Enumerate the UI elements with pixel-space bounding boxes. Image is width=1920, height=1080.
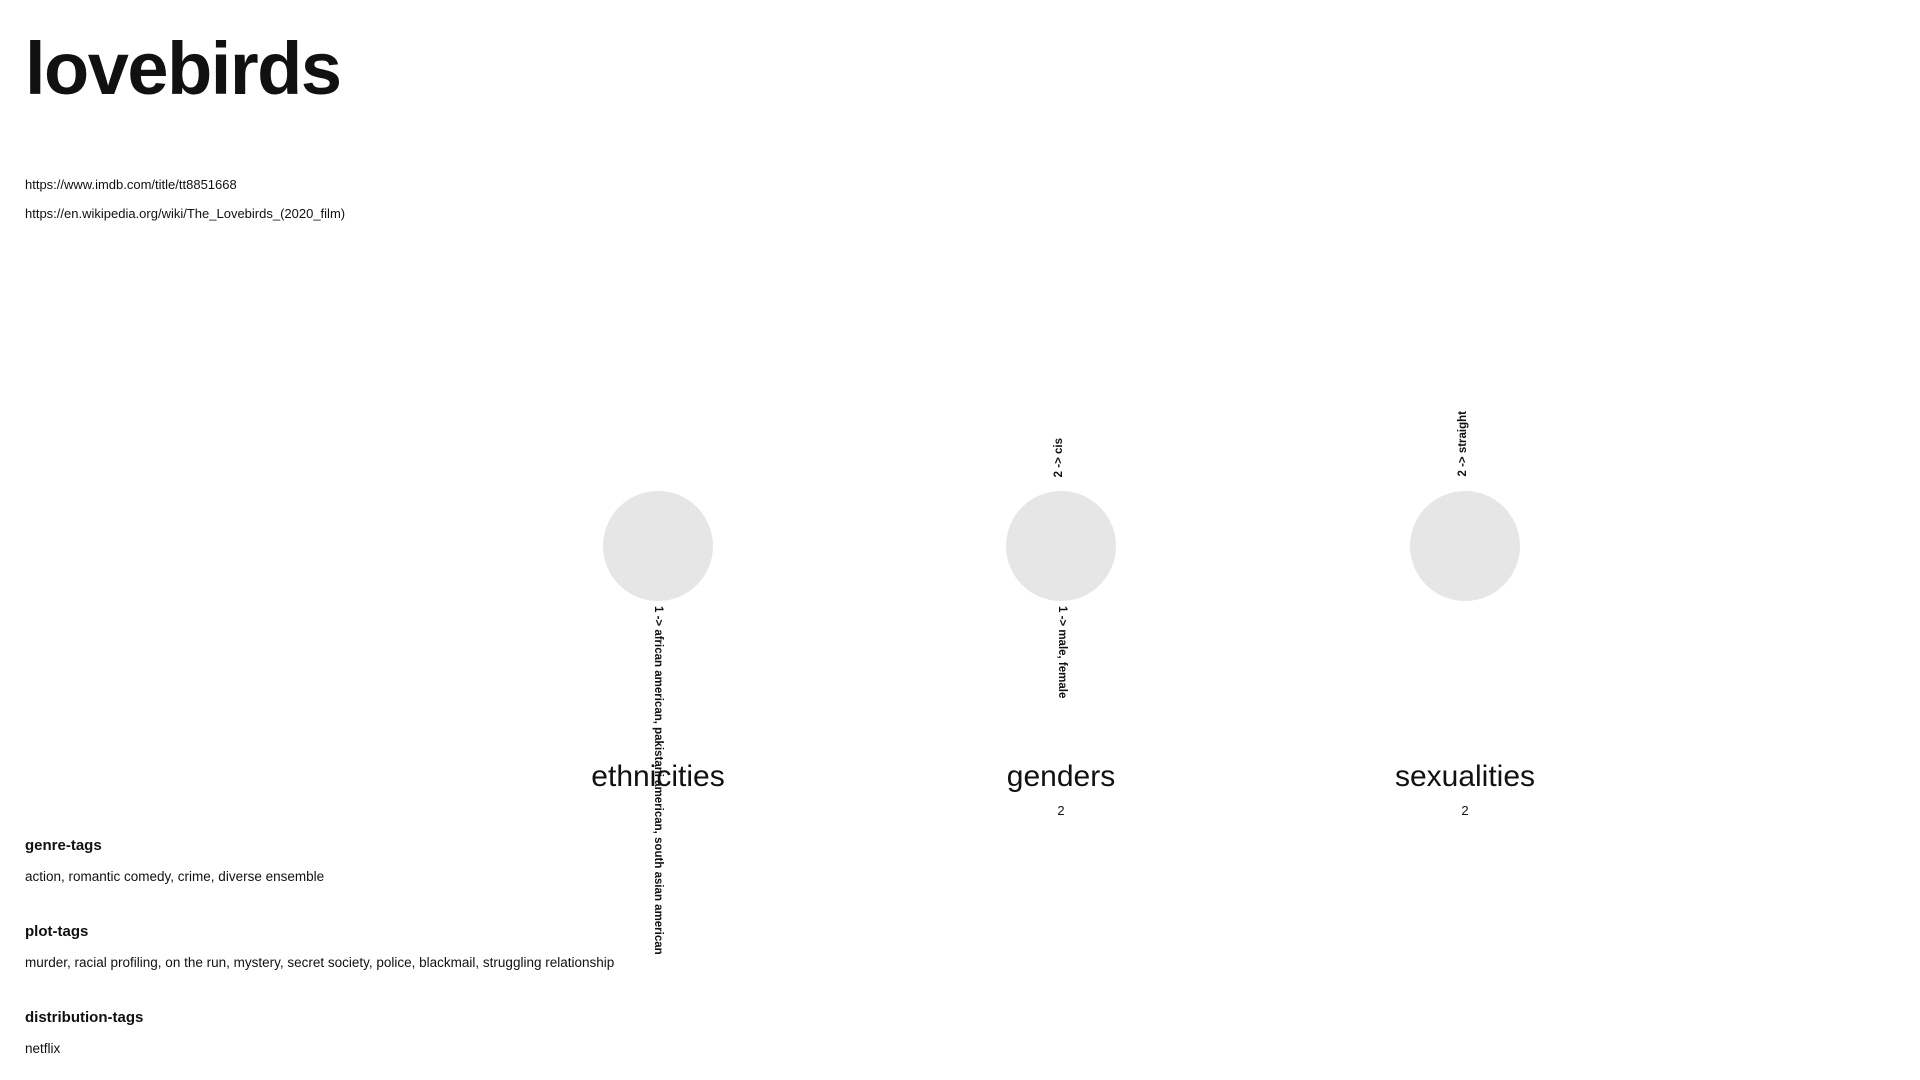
plot-tags-values: murder, racial profiling, on the run, my… (25, 955, 615, 970)
plot-tags-heading: plot-tags (25, 923, 89, 940)
genders-count: 2 (1057, 803, 1065, 818)
sexualities-label: sexualities (1394, 760, 1536, 793)
distribution-tags-section: distribution-tags netflix (25, 1008, 614, 1080)
page-title: lovebirds (25, 27, 342, 110)
external-links: https://www.imdb.com/title/tt8851668 htt… (25, 170, 345, 228)
genre-tags-heading: genre-tags (25, 837, 102, 854)
genders-label: genders (1006, 760, 1116, 793)
sexualities-above-label: 2 -> straight (1457, 411, 1469, 477)
distribution-tags-heading: distribution-tags (25, 1009, 144, 1026)
plot-tags-section: plot-tags murder, racial profiling, on t… (25, 922, 614, 1008)
distribution-tags-values: netflix (25, 1041, 61, 1056)
genre-tags-values: action, romantic comedy, crime, diverse … (25, 869, 325, 884)
genre-tags-section: genre-tags action, romantic comedy, crim… (25, 836, 614, 922)
genders-node[interactable] (1006, 491, 1116, 601)
genders-below-label: 1 -> male, female (1056, 606, 1068, 699)
sexualities-node[interactable] (1410, 491, 1520, 601)
ethnicities-below-label: 1 -> african american, pakistani america… (652, 606, 664, 955)
wikipedia-link[interactable]: https://en.wikipedia.org/wiki/The_Lovebi… (25, 206, 346, 221)
ethnicities-node[interactable] (603, 491, 713, 601)
ethnicities-label: ethnicities (591, 760, 725, 793)
sexualities-count: 2 (1461, 803, 1469, 818)
tag-sections: genre-tags action, romantic comedy, crim… (25, 836, 614, 1080)
imdb-link[interactable]: https://www.imdb.com/title/tt8851668 (25, 177, 237, 192)
genders-above-label: 2 -> cis (1053, 438, 1065, 478)
